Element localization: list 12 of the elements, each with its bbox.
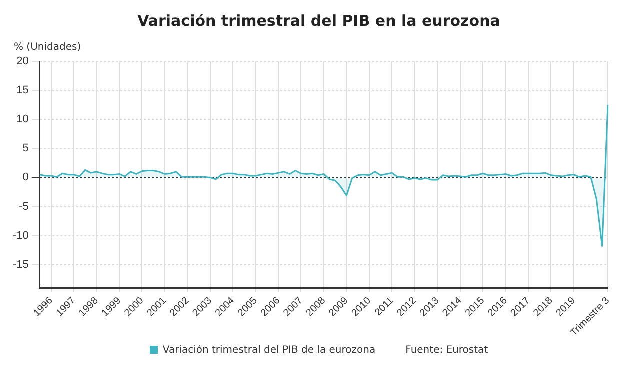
legend-label: Variación trimestral del PIB de la eurozona xyxy=(162,345,376,356)
chart-title: Variación trimestral del PIB en la eurozona xyxy=(136,12,502,30)
source-note: Fuente: Eurostat xyxy=(406,345,488,356)
y-tick-label: -10 xyxy=(12,230,29,242)
y-tick-label: 5 xyxy=(22,142,29,155)
y-tick-label: 0 xyxy=(22,172,29,184)
y-tick-label: 10 xyxy=(16,114,29,126)
y-tick-label: -5 xyxy=(19,200,29,213)
y-tick-label: 20 xyxy=(16,56,29,68)
y-tick-label: -15 xyxy=(12,258,29,271)
y-tick-label: 15 xyxy=(16,84,29,97)
y-axis-title: % (Unidades) xyxy=(14,42,82,53)
